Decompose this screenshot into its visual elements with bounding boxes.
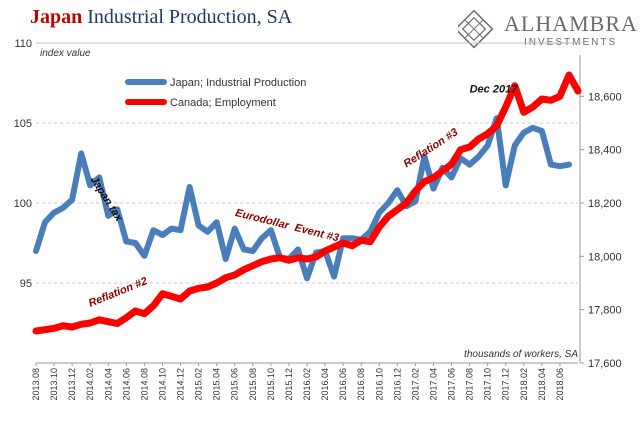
x-tick-label: 2017.12 <box>501 368 511 401</box>
x-tick-label: 2016.12 <box>392 368 402 401</box>
right-tick-label: 18,200 <box>588 198 622 210</box>
right-tick-label: 17,600 <box>588 358 622 370</box>
annotation-label: Dec 2017 <box>470 84 519 96</box>
x-tick-label: 2018.04 <box>537 368 547 401</box>
alhambra-logo-icon <box>458 10 494 49</box>
left-tick-label: 105 <box>14 118 32 130</box>
logo-text: ALHAMBRA <box>504 11 638 36</box>
chart-title-part1: Japan <box>30 6 83 28</box>
annotation-label: Eurodollar Event #3 <box>234 207 340 244</box>
left-tick-label: 110 <box>14 38 32 50</box>
x-tick-label: 2013.08 <box>31 368 41 401</box>
x-tick-label: 2017.02 <box>410 368 420 401</box>
annotation-label: Reflation #2 <box>87 275 149 309</box>
legend-label-japan: Japan; Industrial Production <box>170 77 306 89</box>
x-tick-label: 2017.06 <box>447 368 457 401</box>
x-tick-label: 2015.12 <box>284 368 294 401</box>
x-tick-label: 2018.06 <box>555 368 565 401</box>
series-line-canada <box>32 71 582 335</box>
x-tick-label: 2015.10 <box>266 368 276 401</box>
right-tick-label: 18,000 <box>588 251 622 263</box>
x-tick-label: 2016.06 <box>338 368 348 401</box>
right-tick-label: 17,800 <box>588 305 622 317</box>
right-tick-label: 18,400 <box>588 145 622 157</box>
chart-title-part2: Industrial Production, SA <box>87 6 293 28</box>
x-tick-label: 2014.02 <box>85 368 95 401</box>
x-tick-label: 2014.12 <box>176 368 186 401</box>
legend-label-canada: Canada; Employment <box>170 97 276 109</box>
x-tick-label: 2014.06 <box>121 368 131 401</box>
x-tick-label: 2016.08 <box>356 368 366 401</box>
legend: Japan; Industrial Production Canada; Emp… <box>125 77 306 109</box>
left-axis: 110 105 100 95 <box>14 38 32 290</box>
series-group <box>32 71 582 335</box>
x-tick-label: 2016.02 <box>302 368 312 401</box>
gridlines <box>36 122 578 284</box>
x-tick-label: 2018.02 <box>519 368 529 401</box>
x-tick-label: 2015.02 <box>194 368 204 401</box>
x-tick-label: 2015.08 <box>248 368 258 401</box>
right-axis: 18,600 18,400 18,200 18,000 17,800 17,600 <box>579 55 622 370</box>
x-tick-label: 2013.10 <box>49 368 59 401</box>
x-tick-label: 2017.04 <box>428 368 438 401</box>
x-tick-label: 2015.06 <box>230 368 240 401</box>
x-tick-label: 2014.04 <box>103 368 113 401</box>
x-tick-label: 2017.08 <box>465 368 475 401</box>
x-tick-label: 2014.10 <box>157 368 167 401</box>
left-axis-note: index value <box>40 48 91 59</box>
left-tick-label: 100 <box>14 198 32 210</box>
x-tick-label: 2016.10 <box>374 368 384 401</box>
x-tick-label: 2014.08 <box>139 368 149 401</box>
x-tick-label: 2013.12 <box>67 368 77 401</box>
right-axis-note: thousands of workers, SA <box>464 349 578 360</box>
x-axis: 2013.08 2013.10 2013.12 2014.02 2014.04 2014.… <box>31 362 578 401</box>
x-tick-label: 2015.04 <box>212 368 222 401</box>
x-tick-label: 2016.04 <box>320 368 330 401</box>
series-line-japan <box>33 115 572 282</box>
x-tick-label: 2017.10 <box>483 368 493 401</box>
right-tick-label: 18,600 <box>588 91 622 103</box>
left-tick-label: 95 <box>20 278 32 290</box>
chart-title: Japan Industrial Production, SA <box>30 6 292 29</box>
